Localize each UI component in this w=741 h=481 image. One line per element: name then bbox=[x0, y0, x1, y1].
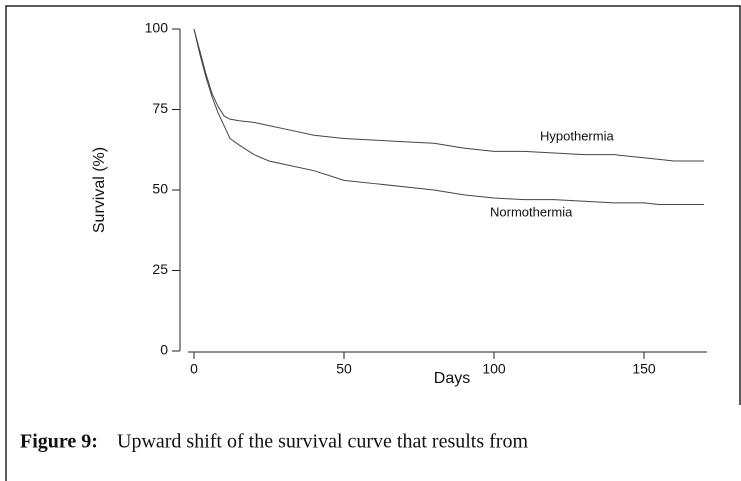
survival-line bbox=[193, 28, 704, 162]
y-tick-label: 25 bbox=[152, 261, 168, 277]
caption-label: Figure 9: bbox=[20, 431, 98, 453]
series-label: Hypothermia bbox=[540, 128, 614, 143]
survival-line bbox=[193, 28, 704, 205]
series-label: Normothermia bbox=[490, 204, 573, 219]
frame bbox=[5, 5, 741, 481]
y-tick-label: 100 bbox=[145, 20, 169, 36]
y-tick-label: 0 bbox=[160, 342, 168, 358]
x-axis-label: Days bbox=[434, 370, 470, 387]
x-tick-label: 0 bbox=[190, 361, 198, 377]
y-tick-label: 75 bbox=[152, 100, 168, 116]
x-tick-label: 100 bbox=[482, 361, 506, 377]
x-tick-label: 50 bbox=[336, 361, 352, 377]
y-tick-label: 50 bbox=[152, 181, 168, 197]
y-axis-label: Survival (%) bbox=[91, 147, 108, 233]
x-tick-label: 150 bbox=[632, 361, 656, 377]
caption-text: Upward shift of the survival curve that … bbox=[117, 431, 528, 453]
